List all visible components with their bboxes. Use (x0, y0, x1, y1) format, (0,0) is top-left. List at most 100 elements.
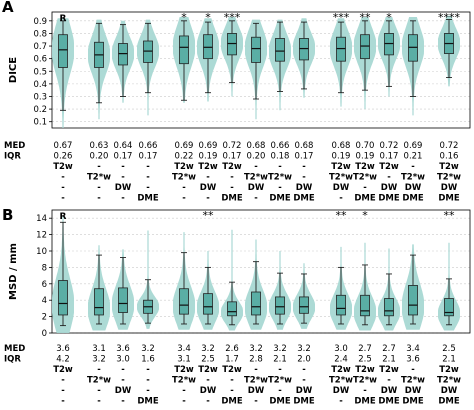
significance-marker: ** (336, 209, 348, 222)
sequence-cell: - (302, 173, 306, 183)
sequence-cell: - (302, 162, 306, 172)
median-value: 2.7 (358, 344, 372, 354)
table-row-label-iqr: IQR (4, 152, 21, 162)
median-value: 3.4 (177, 344, 191, 354)
iqr-value: 2.4 (334, 355, 348, 365)
median-value: 0.67 (54, 141, 73, 151)
significance-marker: * (386, 11, 392, 24)
sequence-cell: DME (378, 194, 400, 204)
sequence-cell: T2*w (437, 376, 461, 386)
box (143, 40, 153, 63)
sequence-cell: DW (115, 386, 132, 396)
sequence-cell: - (278, 386, 282, 396)
iqr-value: 0.17 (223, 152, 242, 162)
sequence-cell: - (339, 397, 343, 407)
sequence-cell: T2w (174, 162, 194, 172)
y-tick-label: 0.4 (33, 80, 47, 90)
y-tick-label: 0 (42, 329, 47, 339)
iqr-value: 2.8 (249, 355, 263, 365)
sequence-cell: DME (221, 194, 243, 204)
box (58, 280, 68, 316)
y-tick-label: 0.2 (33, 105, 47, 115)
sequence-cell: - (254, 397, 258, 407)
sequence-cell: - (61, 194, 65, 204)
sequence-cell: T2w (355, 365, 375, 375)
sequence-cell: DW (405, 183, 422, 193)
y-axis-title: DICE (8, 57, 19, 83)
significance-marker: *** (224, 11, 241, 24)
sequence-cell: - (254, 162, 258, 172)
sequence-cell: DW (296, 183, 313, 193)
sequence-cell: DME (402, 397, 424, 407)
sequence-cell: - (254, 194, 258, 204)
sequence-cell: DME (438, 397, 460, 407)
sequence-cell: - (97, 397, 101, 407)
iqr-value: 4.2 (56, 355, 70, 365)
sequence-cell: DW (333, 183, 350, 193)
iqr-value: 2.0 (297, 355, 311, 365)
median-value: 0.69 (404, 141, 423, 151)
sequence-cell: - (121, 173, 125, 183)
sequence-cell: - (61, 386, 65, 396)
sequence-cell: T2w (53, 365, 73, 375)
box (118, 287, 128, 313)
median-value: 2.6 (225, 344, 239, 354)
y-tick-label: 12 (36, 231, 47, 241)
sequence-cell: T2w (439, 365, 459, 375)
median-value: 3.4 (406, 344, 420, 354)
median-value: 0.63 (90, 141, 109, 151)
box (408, 285, 418, 316)
sequence-cell: DME (438, 194, 460, 204)
table-row-label-med: MED (4, 344, 25, 354)
iqr-value: 3.0 (116, 355, 130, 365)
sequence-cell: T2w (379, 365, 399, 375)
significance-marker: * (181, 11, 187, 24)
y-tick-label: 6 (42, 280, 47, 290)
box (299, 296, 309, 314)
sequence-cell: DW (405, 386, 422, 396)
median-value: 2.7 (382, 344, 396, 354)
sequence-cell: - (146, 376, 150, 386)
sequence-cell: - (230, 173, 234, 183)
y-tick-label: 0.1 (33, 118, 47, 128)
median-value: 0.66 (139, 141, 158, 151)
sequence-cell: DME (293, 397, 315, 407)
sequence-cell: DW (248, 183, 265, 193)
sequence-cell: - (387, 376, 391, 386)
iqr-value: 2.1 (273, 355, 287, 365)
sequence-cell: - (61, 376, 65, 386)
sequence-cell: DW (200, 183, 217, 193)
sequence-cell: - (206, 397, 210, 407)
sequence-cell: - (411, 162, 415, 172)
median-value: 2.5 (442, 344, 456, 354)
iqr-value: 0.19 (332, 152, 351, 162)
sequence-cell: - (278, 162, 282, 172)
sequence-cell: DME (293, 194, 315, 204)
median-value: 3.6 (116, 344, 130, 354)
sequence-cell: - (97, 194, 101, 204)
sequence-cell: T2*w (87, 376, 111, 386)
iqr-value: 0.17 (295, 152, 314, 162)
sequence-cell: T2*w (244, 173, 268, 183)
significance-marker: ** (444, 209, 456, 222)
panel-label: B (2, 206, 13, 224)
significance-marker: *** (333, 11, 350, 24)
sequence-cell: T2w (439, 162, 459, 172)
sequence-cell: - (61, 397, 65, 407)
iqr-value: 0.19 (199, 152, 218, 162)
sequence-cell: - (121, 162, 125, 172)
box (275, 296, 285, 315)
sequence-cell: T2*w (401, 173, 425, 183)
sequence-cell: T2*w (87, 173, 111, 183)
iqr-value: 0.22 (175, 152, 194, 162)
iqr-value: 1.6 (141, 355, 155, 365)
sequence-cell: T2w (174, 365, 194, 375)
iqr-value: 0.17 (114, 152, 133, 162)
box (227, 33, 237, 56)
sequence-cell: - (302, 376, 306, 386)
sequence-cell: DW (115, 183, 132, 193)
sequence-cell: DME (269, 397, 291, 407)
sequence-cell: - (146, 162, 150, 172)
iqr-value: 1.7 (225, 355, 239, 365)
sequence-cell: - (278, 183, 282, 193)
